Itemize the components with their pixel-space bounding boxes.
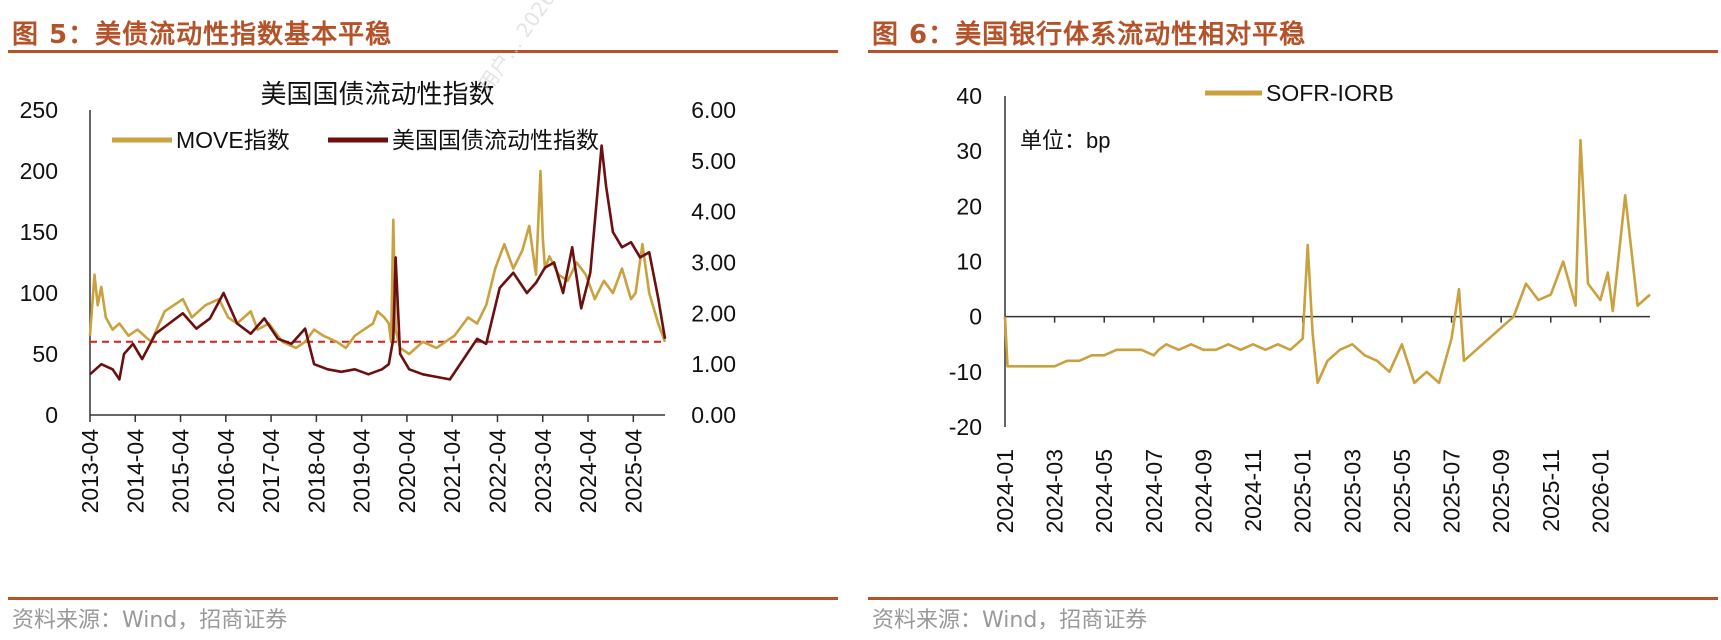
y-right-tick-label: 2.00 (691, 300, 736, 326)
y-right-tick-label: 4.00 (691, 199, 736, 225)
x-tick-label: 2025-07 (1439, 449, 1465, 533)
y-right-tick-label: 0.00 (691, 402, 736, 428)
x-tick-label: 2024-07 (1141, 449, 1167, 533)
x-tick-label: 2014-04 (122, 429, 148, 514)
y-left-tick-label: 50 (32, 341, 58, 367)
y-left-tick-label: 150 (20, 219, 58, 245)
x-tick-label: 2019-04 (349, 429, 375, 514)
x-tick-label: 2020-04 (394, 429, 420, 514)
y-left-tick-label: 250 (20, 97, 58, 123)
source-note: 资料来源：Wind，招商证券 (12, 608, 288, 633)
y-right-tick-label: 6.00 (691, 97, 736, 123)
x-tick-label: 2015-04 (168, 429, 194, 514)
x-tick-label: 2025-04 (620, 429, 646, 514)
chart-title: 美国国债流动性指数 (260, 79, 494, 109)
title-rule (8, 50, 838, 53)
legend-label-liquidity: 美国国债流动性指数 (392, 127, 599, 153)
x-tick-label: 2013-04 (77, 429, 103, 514)
x-tick-label: 2023-04 (530, 429, 556, 514)
x-tick-label: 2024-03 (1042, 449, 1068, 533)
y-tick-label: 0 (969, 304, 982, 330)
figure-5-panel: 图 5：美债流动性指数基本平稳 美国国债流动性指数 0 50 100 150 200 250… (0, 0, 845, 640)
x-tick-label: 2016-04 (213, 429, 239, 514)
series-move-line (88, 169, 667, 356)
x-tick-label: 2025-11 (1538, 449, 1564, 532)
x-tick-label: 2025-01 (1290, 449, 1316, 533)
x-tick-label: 2024-05 (1091, 449, 1117, 533)
source-rule (868, 597, 1718, 600)
x-tick-label: 2024-01 (992, 449, 1018, 533)
y-tick-label: 30 (956, 138, 982, 164)
x-tick-label: 2024-09 (1190, 449, 1216, 533)
y-tick-label: -10 (949, 359, 982, 385)
x-tick-label: 2025-09 (1488, 449, 1514, 533)
y-right-tick-label: 5.00 (691, 148, 736, 174)
series-sofr-iorb-line (1003, 138, 1651, 385)
x-tick-label: 2024-04 (575, 429, 601, 514)
x-tick-label: 2018-04 (303, 429, 329, 514)
figure-6-panel: 图 6：美国银行体系流动性相对平稳 -20 -10 0 10 20 30 40 2024-01… (860, 0, 1721, 640)
chart-left: 美国国债流动性指数 0 50 100 150 200 250 0.00 1.00 2.00 3.00… (20, 79, 736, 514)
chart-right: -20 -10 0 10 20 30 40 2024-01 2024-03 2024-05 2024… (949, 80, 1651, 533)
legend-label-move: MOVE指数 (176, 127, 290, 153)
y-tick-label: 10 (956, 249, 982, 275)
x-tick-label: 2025-03 (1339, 449, 1365, 533)
y-left-tick-label: 0 (45, 402, 58, 428)
figure-title: 图 5：美债流动性指数基本平稳 (12, 20, 393, 50)
x-tick-label: 2017-04 (258, 429, 284, 514)
y-right-tick-label: 3.00 (691, 250, 736, 276)
x-tick-label: 2026-01 (1587, 449, 1613, 533)
source-note: 资料来源：Wind，招商证券 (872, 608, 1148, 633)
y-tick-label: -20 (949, 414, 982, 440)
x-tick-label: 2021-04 (439, 429, 465, 514)
title-rule (868, 50, 1718, 53)
figure-title: 图 6：美国银行体系流动性相对平稳 (872, 20, 1307, 50)
x-tick-label: 2024-11 (1240, 449, 1266, 532)
y-right-tick-label: 1.00 (691, 351, 736, 377)
series-liquidity-line (89, 144, 667, 381)
legend-label-sofr-iorb: SOFR-IORB (1266, 80, 1394, 106)
y-left-tick-label: 200 (20, 158, 58, 184)
y-left-tick-label: 100 (20, 280, 58, 306)
x-tick-label: 2022-04 (484, 429, 510, 514)
y-tick-label: 40 (956, 83, 982, 109)
y-tick-label: 20 (956, 193, 982, 219)
x-tick-label: 2025-05 (1389, 449, 1415, 533)
source-rule (8, 597, 838, 600)
unit-label: 单位：bp (1020, 128, 1110, 153)
